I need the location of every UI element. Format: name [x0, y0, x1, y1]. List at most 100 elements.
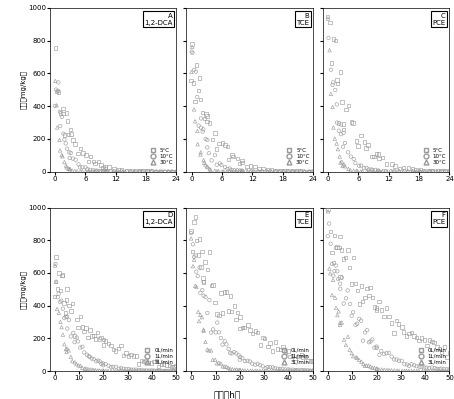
Point	[213, 168, 221, 174]
Point	[241, 358, 248, 364]
Point	[286, 367, 294, 373]
Point	[64, 325, 71, 332]
Point	[62, 310, 69, 316]
Point	[76, 164, 84, 171]
Legend: 0L/min, 1L/min, 3L/min: 0L/min, 1L/min, 3L/min	[278, 347, 310, 365]
Point	[383, 305, 390, 311]
Point	[199, 110, 206, 116]
Point	[148, 168, 155, 175]
Point	[423, 364, 430, 371]
Point	[153, 168, 160, 175]
Point	[188, 228, 195, 234]
Point	[331, 268, 338, 274]
Point	[201, 115, 208, 122]
Point	[86, 354, 93, 360]
Point	[425, 168, 433, 175]
Point	[338, 99, 345, 105]
Point	[293, 168, 301, 174]
Point	[105, 168, 113, 175]
Point	[207, 167, 214, 173]
Point	[383, 367, 390, 373]
Point	[351, 160, 359, 166]
Point	[52, 261, 59, 267]
Point	[136, 168, 143, 175]
Point	[426, 337, 433, 344]
Point	[348, 312, 355, 319]
Point	[189, 248, 197, 255]
Point	[364, 327, 371, 333]
Point	[87, 153, 94, 160]
Point	[268, 167, 275, 173]
Point	[239, 324, 246, 331]
Point	[371, 344, 378, 351]
Point	[421, 368, 429, 374]
Point	[65, 347, 72, 354]
Point	[400, 164, 407, 171]
Point	[64, 314, 71, 320]
Point	[105, 363, 112, 369]
Point	[115, 345, 122, 352]
Point	[188, 41, 196, 47]
Point	[344, 334, 351, 340]
Point	[131, 168, 138, 175]
Point	[150, 367, 158, 374]
Point	[200, 279, 207, 285]
Point	[53, 87, 60, 93]
Point	[163, 368, 170, 374]
Point	[385, 313, 393, 320]
Point	[350, 254, 357, 261]
Point	[335, 128, 342, 134]
Point	[395, 321, 402, 327]
Point	[170, 368, 178, 374]
Point	[403, 367, 410, 374]
Point	[208, 282, 215, 289]
Point	[238, 157, 246, 164]
Point	[324, 233, 331, 239]
Point	[335, 120, 342, 126]
Point	[57, 110, 64, 116]
Point	[262, 365, 269, 371]
Point	[102, 166, 109, 172]
Point	[211, 168, 218, 174]
Point	[157, 168, 164, 175]
Point	[63, 162, 70, 169]
Point	[379, 168, 386, 175]
Point	[59, 105, 66, 112]
Point	[238, 160, 246, 166]
Point	[335, 276, 342, 282]
Point	[143, 168, 151, 174]
Point	[446, 368, 453, 374]
Point	[54, 286, 61, 292]
Point	[206, 120, 213, 126]
Point	[86, 366, 94, 373]
Point	[365, 166, 372, 173]
Point	[228, 308, 235, 314]
Point	[118, 365, 125, 371]
Point	[63, 286, 70, 292]
Point	[86, 168, 94, 175]
Text: F
PCE: F PCE	[432, 212, 446, 225]
Point	[415, 368, 423, 374]
Point	[405, 165, 412, 171]
Point	[219, 310, 226, 316]
Point	[438, 365, 445, 372]
Point	[71, 168, 79, 174]
Point	[204, 144, 211, 151]
Point	[79, 344, 86, 350]
Point	[336, 274, 343, 280]
Point	[190, 254, 197, 260]
Point	[350, 156, 357, 162]
Point	[239, 367, 246, 373]
Point	[99, 367, 106, 374]
Point	[264, 368, 271, 374]
Point	[202, 294, 209, 300]
Point	[375, 168, 382, 174]
Point	[98, 334, 105, 341]
Point	[257, 368, 264, 374]
Point	[328, 261, 336, 267]
Point	[345, 166, 352, 172]
Point	[172, 168, 179, 175]
Point	[204, 164, 212, 170]
Point	[197, 264, 205, 270]
Point	[276, 168, 283, 175]
